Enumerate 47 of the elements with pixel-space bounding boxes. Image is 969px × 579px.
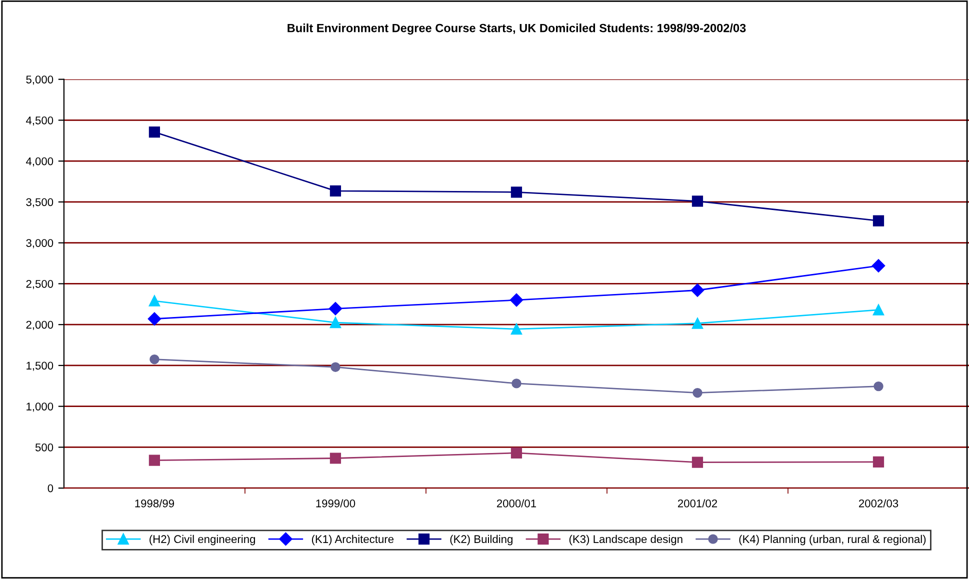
- y-tick-label: 0: [48, 484, 54, 492]
- x-tick-label: 2001/02: [678, 499, 718, 508]
- point: [872, 304, 884, 316]
- y-tick-label: 1,000: [26, 402, 54, 412]
- point: [690, 284, 704, 297]
- point: [872, 259, 886, 272]
- point: [692, 196, 704, 207]
- x-tick-label: 2002/03: [858, 499, 898, 508]
- y-tick-label: 4,500: [26, 116, 54, 126]
- point: [328, 302, 342, 316]
- legend-label: (K4) Planning (urban, rural & regional): [739, 534, 926, 546]
- point: [512, 378, 522, 388]
- point: [692, 388, 702, 398]
- legend-label: (K1) Architecture: [312, 534, 394, 546]
- point: [148, 454, 160, 466]
- y-tick-label: 3,000: [26, 239, 54, 248]
- legend-label: (K2) Building: [450, 534, 512, 546]
- y-tick-label: 2,000: [26, 320, 54, 330]
- point: [872, 456, 884, 468]
- point: [510, 293, 524, 307]
- chart-title: Built Environment Degree Course Starts, UK Domiciled Students: 1998/99-2002/03: [288, 24, 746, 35]
- point: [330, 452, 342, 464]
- point: [510, 186, 522, 198]
- point: [330, 185, 342, 196]
- point: [148, 126, 160, 138]
- y-tick-label: 2,500: [26, 280, 54, 290]
- point: [148, 295, 160, 306]
- point: [510, 324, 522, 335]
- y-tick-label: 3,500: [26, 198, 54, 208]
- point: [330, 362, 340, 372]
- x-tick-label: 2000/01: [496, 499, 536, 508]
- legend-label: (H2) Civil engineering: [150, 534, 256, 546]
- legend-label: (K3) Landscape design: [569, 534, 682, 546]
- y-tick-label: 5,000: [26, 76, 54, 85]
- point: [148, 312, 162, 326]
- x-tick-label: 1998/99: [135, 499, 174, 508]
- point: [872, 215, 884, 226]
- x-tick-label: 1999/00: [316, 499, 356, 508]
- point: [692, 456, 704, 468]
- y-tick-label: 500: [35, 443, 54, 452]
- point: [874, 381, 884, 392]
- y-tick-label: 4,000: [26, 157, 54, 167]
- point: [692, 318, 704, 329]
- point: [330, 316, 342, 328]
- y-tick-label: 1,500: [26, 362, 54, 371]
- point: [150, 354, 160, 364]
- point: [510, 447, 522, 458]
